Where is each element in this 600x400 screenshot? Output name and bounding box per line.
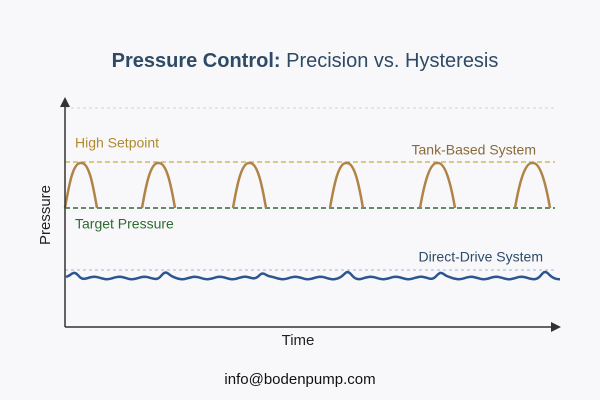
x-axis-label: Time	[282, 332, 315, 349]
tank-cycles	[63, 161, 552, 209]
tank-cycle	[418, 161, 457, 209]
tank-cycle	[328, 161, 365, 209]
footer-contact: info@bodenpump.com	[224, 371, 375, 388]
direct-drive-trace	[65, 270, 561, 281]
tank-cycle	[140, 161, 177, 209]
y-axis-label: Pressure	[37, 185, 54, 245]
tank-cycle	[231, 161, 268, 209]
title: Pressure Control: Precision vs. Hysteres…	[112, 50, 499, 72]
tank-cycle	[513, 161, 552, 209]
tank-system-label: Tank-Based System	[412, 142, 537, 158]
tank-cycle	[63, 161, 99, 209]
y-axis-arrow	[60, 97, 70, 107]
x-axis-arrow	[551, 322, 561, 332]
title-rest: Precision vs. Hysteresis	[281, 50, 499, 72]
high-setpoint-label: High Setpoint	[75, 135, 159, 151]
title-emphasis: Pressure Control:	[112, 50, 281, 72]
direct-system-label: Direct-Drive System	[419, 249, 543, 265]
target-pressure-label: Target Pressure	[75, 216, 174, 232]
